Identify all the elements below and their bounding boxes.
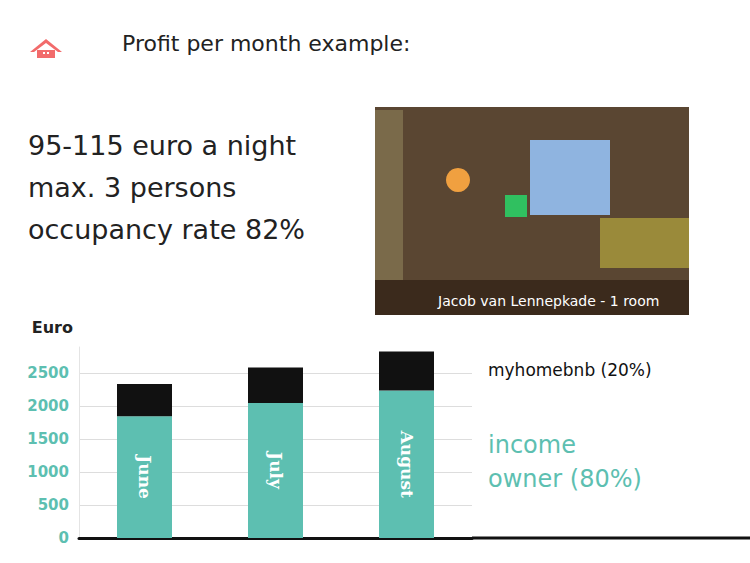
svg-text:1500: 1500 xyxy=(27,430,69,448)
svg-text:1000: 1000 xyxy=(27,463,69,481)
svg-text:Profit per month example:: Profit per month example: xyxy=(122,31,410,56)
svg-text:July: July xyxy=(266,450,286,490)
svg-text:August: August xyxy=(397,430,417,498)
svg-text:95-115 euro a night: 95-115 euro a night xyxy=(28,130,296,161)
svg-text:occupancy rate 82%: occupancy rate 82% xyxy=(28,214,305,245)
svg-text:0: 0 xyxy=(59,529,69,547)
svg-text:myhomebnb (20%): myhomebnb (20%) xyxy=(488,360,652,380)
svg-text:Euro: Euro xyxy=(32,318,73,337)
svg-text:max. 3 persons: max. 3 persons xyxy=(28,172,236,203)
svg-text:2000: 2000 xyxy=(27,397,69,415)
svg-text:500: 500 xyxy=(38,496,69,514)
svg-text:owner (80%): owner (80%) xyxy=(488,465,642,493)
svg-text:income: income xyxy=(488,431,576,459)
svg-text:June: June xyxy=(135,453,155,499)
svg-text:Jacob van Lennepkade - 1 room: Jacob van Lennepkade - 1 room xyxy=(437,293,659,309)
svg-text:2500: 2500 xyxy=(27,364,69,382)
